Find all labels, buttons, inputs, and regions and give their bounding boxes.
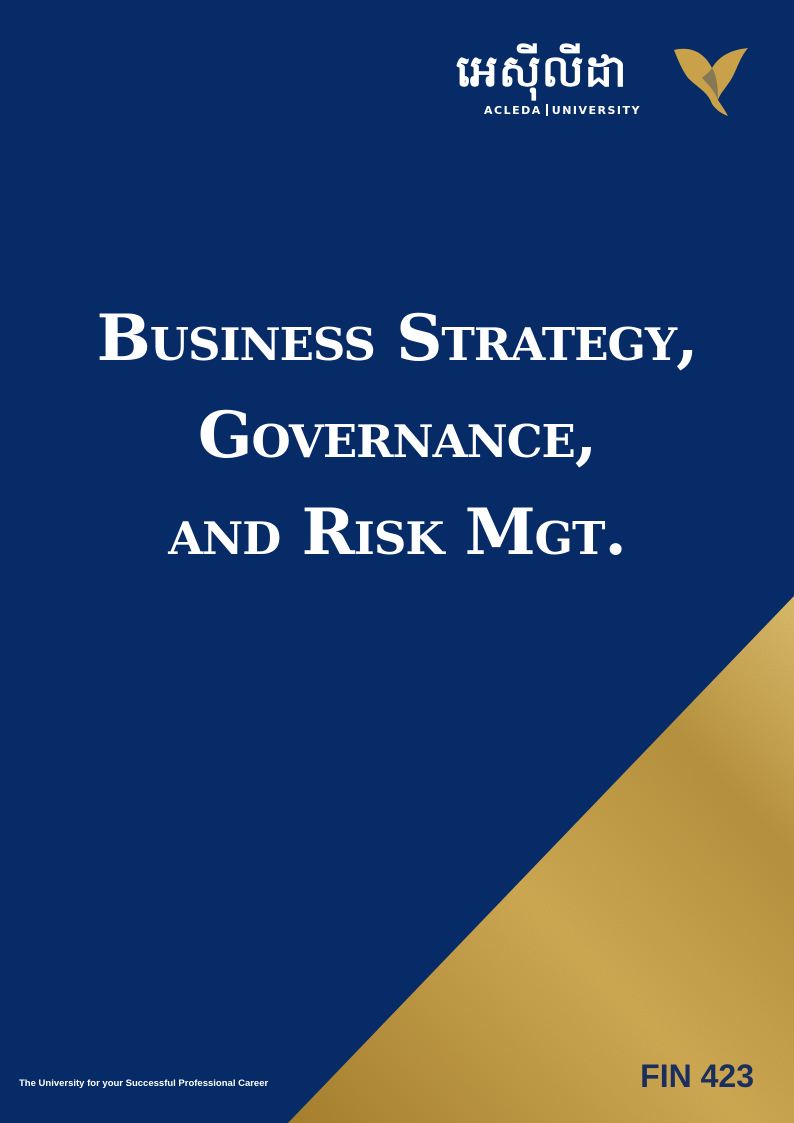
- course-code: FIN 423: [640, 1058, 754, 1094]
- logo-separator: [545, 104, 548, 116]
- logo-name-right: UNIVERSITY: [551, 104, 641, 117]
- title-line-3: and Risk Mgt.: [168, 495, 627, 570]
- title-line-2: Governance,: [197, 398, 597, 473]
- logo-khmer-name: អេស៊ីលីដា: [456, 46, 628, 97]
- logo-english-name: ACLEDA UNIVERSITY: [484, 104, 641, 117]
- course-title: Business Strategy, Governance, and Risk …: [0, 290, 794, 581]
- acleda-university-logo: អេស៊ីលីដា ACLEDA UNIVERSITY: [456, 44, 756, 124]
- title-line-1: Business Strategy,: [96, 301, 699, 376]
- bird-logo-icon: [674, 48, 748, 116]
- logo-name-left: ACLEDA: [484, 104, 542, 117]
- university-tagline: The University for your Successful Profe…: [19, 1078, 269, 1089]
